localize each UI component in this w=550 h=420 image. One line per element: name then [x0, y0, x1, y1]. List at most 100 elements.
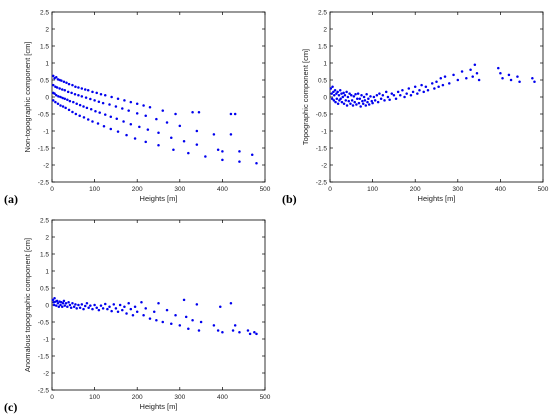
panel-1-data-point: [197, 111, 201, 114]
panel-1-data-point: [221, 158, 224, 162]
panel-3-data-point: [116, 310, 120, 314]
panel-2-data-point: [409, 94, 413, 97]
panel-3-data-point: [131, 313, 135, 317]
panel-2-data-point: [333, 94, 336, 97]
panel-3-data-point: [93, 303, 96, 307]
panel-3-data-point: [142, 313, 145, 317]
panel-3-data-point: [184, 315, 188, 319]
panel-2-data-point: [509, 78, 513, 82]
panel-3-x-tick-label: 300: [174, 394, 185, 401]
panel-2-data-point: [335, 97, 339, 100]
panel-3-x-tick-label: 200: [132, 394, 143, 401]
panel-1-y-tick-label: 2.5: [40, 9, 49, 16]
panel-1-data-point: [221, 150, 224, 153]
panel-3-data-point: [125, 312, 128, 315]
panel-1-data-point: [77, 94, 80, 97]
panel-2-x-tick-label: 500: [538, 186, 549, 193]
panel-3-data-point: [221, 330, 224, 334]
panel-2-data-point: [471, 75, 474, 78]
panel-3-data-point: [114, 307, 118, 310]
panel-2-data-point: [426, 88, 430, 92]
panel-1-data-point: [101, 101, 105, 105]
panel-1-x-tick-label: 300: [174, 186, 185, 193]
panel-1-data-point: [86, 118, 90, 121]
panel-1-data-point: [72, 100, 75, 104]
panel-3-data-point: [129, 307, 133, 311]
panel-3-data-point: [91, 307, 94, 311]
panel-3-data-point: [77, 303, 80, 307]
panel-2-data-point: [359, 105, 362, 108]
panel-3-data-point: [97, 308, 101, 312]
panel-1-data-point: [135, 112, 139, 115]
panel-1-data-point: [52, 74, 55, 78]
panel-1-data-point: [82, 116, 86, 119]
panel-3-y-tick-label: 0.5: [40, 285, 49, 292]
panel-1-data-point: [172, 148, 175, 151]
panel-1-data-point: [212, 133, 216, 136]
panel-1-data-point: [99, 93, 103, 96]
panel-2-data-point: [469, 68, 472, 72]
panel-3-data-point: [255, 332, 258, 336]
panel-3-data-point: [51, 298, 55, 302]
panel-1-data-point: [67, 82, 71, 86]
panel-2-x-tick-label: 400: [495, 186, 506, 193]
panel-3-data-point: [110, 309, 113, 313]
panel-2-data-point: [465, 77, 468, 80]
panel-3-data-point: [144, 307, 147, 310]
panel-label-b: (b): [282, 192, 297, 206]
panel-1-data-point: [60, 88, 64, 91]
panel-2-data-point: [413, 85, 417, 89]
panel-1-data-point: [60, 79, 63, 82]
panel-2-data-point: [381, 94, 385, 97]
panel-3-data-point: [170, 322, 173, 325]
panel-1-data-point: [52, 99, 55, 102]
panel-1-y-tick-label: -1.5: [38, 145, 50, 152]
panel-1-data-point: [115, 117, 119, 121]
panel-3-y-tick-label: 2: [45, 234, 49, 241]
panel-1-y-tick-label: 1: [45, 60, 49, 67]
panel-3-data-point: [152, 310, 156, 314]
panel-2-data-point: [378, 92, 381, 95]
panel-2-data-point: [399, 94, 402, 97]
panel-2-data-point: [383, 99, 386, 102]
panel-3-data-point: [99, 304, 103, 307]
panel-1-data-point: [165, 121, 169, 124]
panel-2-data-point: [330, 97, 334, 100]
panel-2-data-point: [356, 97, 359, 100]
panel-2-data-point: [340, 92, 343, 95]
panel-1-data-point: [108, 103, 111, 106]
panel-2-data-point: [407, 87, 411, 90]
panel-3-data-point: [112, 303, 116, 306]
panel-2-data-point: [460, 70, 464, 73]
panel-3-data-point: [108, 305, 111, 308]
panel-3-x-tick-label: 0: [50, 394, 54, 401]
panel-1-plot-frame: [51, 11, 266, 183]
panel-2-data-point: [420, 83, 423, 87]
panel-3-y-tick-label: 1.5: [40, 251, 49, 258]
panel-2-data-point: [336, 102, 340, 106]
panel-2-y-tick-label: 2.5: [318, 9, 327, 16]
panel-1-data-point: [55, 76, 58, 79]
panel-1-data-point: [229, 133, 233, 136]
panel-1-data-point: [93, 99, 96, 102]
panel-1-data-point: [96, 122, 100, 125]
panel-1-data-point: [229, 112, 233, 116]
panel-2-data-point: [418, 88, 421, 92]
panel-3-data-point: [197, 329, 201, 332]
panel-1-data-point: [114, 105, 118, 108]
panel-1-data-point: [121, 107, 124, 110]
panel-1-data-point: [129, 100, 133, 104]
panel-1-data-point: [63, 97, 67, 100]
panel-3-data-point: [174, 313, 177, 317]
panel-3-data-point: [238, 330, 241, 334]
panel-2-data-point: [416, 92, 419, 95]
panel-2-data-point: [346, 95, 350, 99]
panel-2-data-point: [422, 90, 425, 94]
panel-1-y-tick-label: 2: [45, 26, 49, 33]
panel-1-data-point: [71, 83, 74, 87]
panel-2-data-point: [347, 99, 350, 103]
panel-1-data-point: [216, 148, 220, 151]
panel-2-y-tick-label: -1: [321, 128, 327, 135]
panel-2-data-point: [448, 82, 451, 85]
panel-1-data-point: [97, 100, 101, 104]
